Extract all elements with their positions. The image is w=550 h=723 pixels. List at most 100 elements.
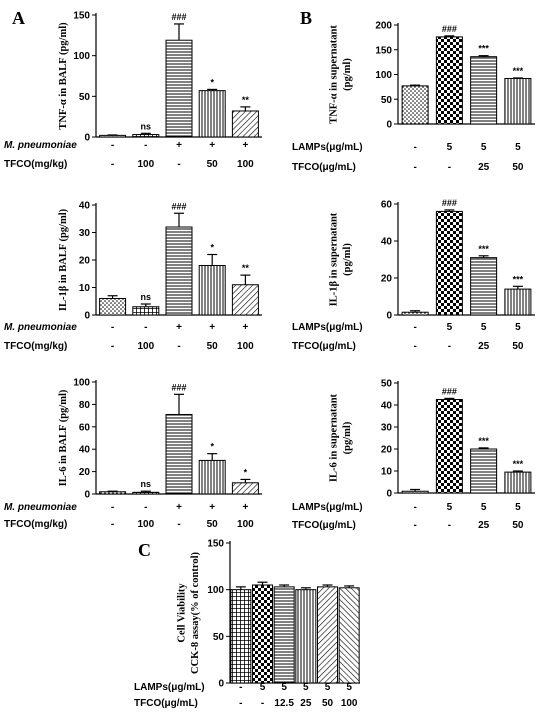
chart-panel-5: IL-1β in supernatant (pg/ml) 0 20 40 60 ### ***… <box>292 198 535 352</box>
bar <box>401 490 429 494</box>
bar <box>198 265 226 316</box>
row-value: 5 <box>515 142 521 153</box>
row-value: 25 <box>300 698 312 709</box>
bar <box>99 491 127 495</box>
bar <box>273 586 295 684</box>
y-tick-label: 200 <box>375 21 392 32</box>
bar <box>252 584 273 684</box>
chart-panel-6: IL-6 in supernatant (pg/ml) 0 10 20 30 40 50 ###… <box>292 379 535 531</box>
row-value: - <box>261 698 264 709</box>
row-value: 5 <box>346 682 352 693</box>
row-value: + <box>242 502 248 513</box>
row-value: 5 <box>303 682 309 693</box>
y-tick-label: 100 <box>73 378 90 389</box>
y-axis-label-line: (pg/ml) <box>342 243 353 276</box>
row-label: LAMPs(μg/mL) <box>292 502 363 513</box>
significance-label: *** <box>478 436 489 446</box>
bar <box>198 90 226 138</box>
y-tick-label: 60 <box>79 422 91 433</box>
row-value: - <box>144 502 147 513</box>
bar <box>470 257 498 316</box>
bar <box>470 56 498 125</box>
y-tick-label: 150 <box>207 539 224 550</box>
row-value: 100 <box>237 341 254 352</box>
y-tick-label: 20 <box>79 256 91 267</box>
row-value: 50 <box>207 519 219 530</box>
y-tick-label: 0 <box>84 133 90 144</box>
row-value: - <box>413 142 416 153</box>
row-label: LAMPs(μg/mL) <box>292 322 363 333</box>
row-value: - <box>413 162 416 173</box>
row-value: - <box>413 502 416 513</box>
panel-letter: C <box>138 540 151 560</box>
row-value: 100 <box>137 159 154 170</box>
significance-label: *** <box>513 274 524 284</box>
significance-label: ### <box>442 24 457 34</box>
row-value: - <box>111 341 114 352</box>
significance-label: ### <box>171 382 186 392</box>
y-tick-label: 40 <box>381 401 393 412</box>
row-label: TFCO(μg/mL) <box>292 520 356 531</box>
y-tick-label: 100 <box>207 585 224 596</box>
row-value: 25 <box>478 520 490 531</box>
row-value: 50 <box>207 341 219 352</box>
row-value: 12.5 <box>274 698 294 709</box>
chart-panel-3: IL-6 in BALF (pg/ml) 0 20 40 60 80 100 ns ### * * M… <box>4 378 262 530</box>
row-value: 25 <box>478 341 490 352</box>
significance-label: * <box>210 77 214 87</box>
row-value: + <box>242 322 248 333</box>
row-value: - <box>448 341 451 352</box>
y-tick-label: 10 <box>79 283 91 294</box>
row-value: 5 <box>260 682 266 693</box>
row-value: 50 <box>322 698 334 709</box>
significance-label: ** <box>242 95 250 105</box>
bar <box>198 459 226 495</box>
significance-label: ns <box>141 121 152 131</box>
y-tick-label: 150 <box>375 45 392 56</box>
y-tick-label: 50 <box>381 95 393 106</box>
row-value: - <box>239 682 242 693</box>
row-label: LAMPs(μg/mL) <box>134 682 205 693</box>
y-axis-label: TNF-α in BALF (pg/ml) <box>58 22 69 130</box>
significance-label: ### <box>442 198 457 208</box>
y-axis-label: IL-1β in BALF (pg/ml) <box>58 208 69 311</box>
row-value: + <box>209 140 215 151</box>
y-axis-label: TNF-α in supernatant (pg/ml) <box>329 25 353 124</box>
y-axis-label: Cell Viability CCK-8 assay(% of control) <box>177 552 201 675</box>
y-tick-label: 40 <box>381 237 393 248</box>
bar <box>504 471 532 494</box>
bar <box>231 284 259 316</box>
y-axis-label-line: IL-1β in supernatant <box>329 212 340 306</box>
bar <box>435 210 463 316</box>
y-axis-label-line: CCK-8 assay(% of control) <box>190 552 201 675</box>
row-value: - <box>111 519 114 530</box>
y-axis-label-line: (pg/ml) <box>342 58 353 91</box>
bar <box>435 36 463 125</box>
y-tick-label: 0 <box>386 120 392 131</box>
bar <box>165 39 193 138</box>
y-axis-label: IL-1β in supernatant (pg/ml) <box>329 212 353 306</box>
row-label: LAMPs(μg/mL) <box>292 142 363 153</box>
y-tick-label: 40 <box>79 445 91 456</box>
row-value: 5 <box>515 322 521 333</box>
y-tick-label: 20 <box>79 467 91 478</box>
bar <box>231 110 259 138</box>
bar <box>317 586 338 684</box>
y-tick-label: 0 <box>84 490 90 501</box>
significance-label: ns <box>141 479 152 489</box>
y-tick-label: 50 <box>213 632 225 643</box>
row-value: 50 <box>207 159 219 170</box>
significance-label: ns <box>141 292 152 302</box>
row-value: 50 <box>512 162 524 173</box>
y-tick-label: 80 <box>79 400 91 411</box>
significance-label: *** <box>513 66 524 76</box>
row-label: TFCO(μg/mL) <box>292 341 356 352</box>
row-value: + <box>176 140 182 151</box>
bar <box>132 491 160 495</box>
row-value: 5 <box>447 502 453 513</box>
row-value: + <box>209 322 215 333</box>
row-label: TFCO(mg/kg) <box>4 519 67 530</box>
y-tick-label: 50 <box>381 379 393 390</box>
row-value: 5 <box>515 502 521 513</box>
